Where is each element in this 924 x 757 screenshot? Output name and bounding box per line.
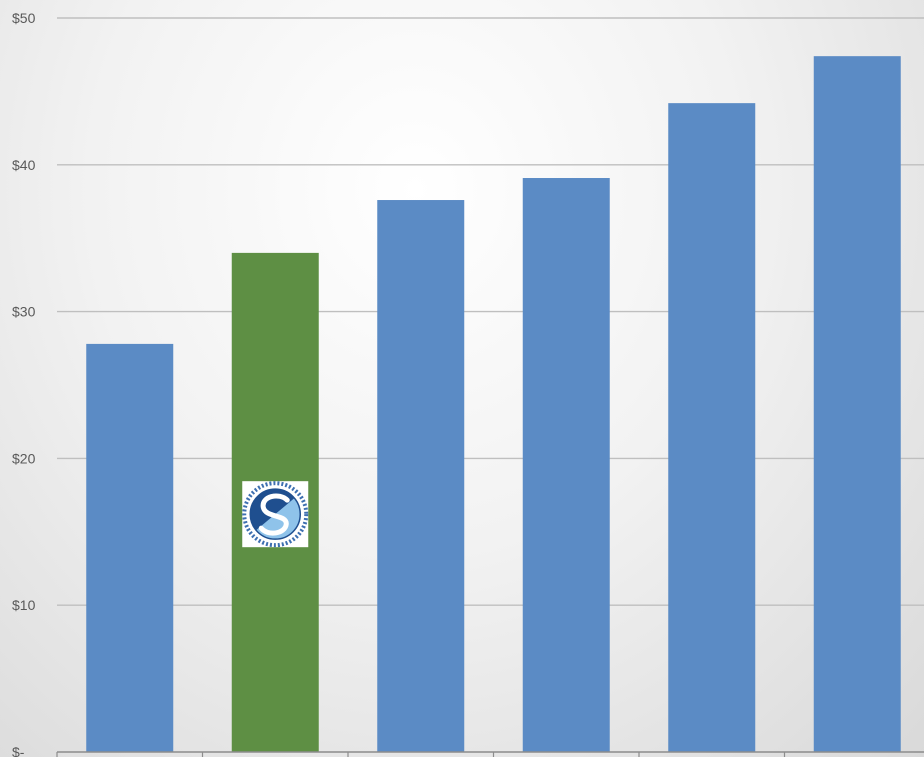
y-tick-label: $20	[12, 450, 36, 466]
y-tick-label: $-	[12, 744, 25, 757]
bar	[813, 56, 901, 753]
bar	[86, 343, 174, 752]
bar	[668, 103, 756, 753]
company-seal-logo	[242, 481, 309, 548]
y-tick-label: $10	[12, 597, 36, 613]
y-tick-label: $40	[12, 157, 36, 173]
bars	[86, 56, 901, 753]
axes	[56, 751, 924, 757]
y-tick-label: $50	[12, 10, 36, 26]
bar	[522, 178, 610, 753]
tick-labels: $- $10 $20 $30 $40 $50	[12, 10, 36, 757]
y-tick-label: $30	[12, 304, 36, 320]
bar	[377, 200, 465, 753]
gridlines	[57, 17, 924, 606]
